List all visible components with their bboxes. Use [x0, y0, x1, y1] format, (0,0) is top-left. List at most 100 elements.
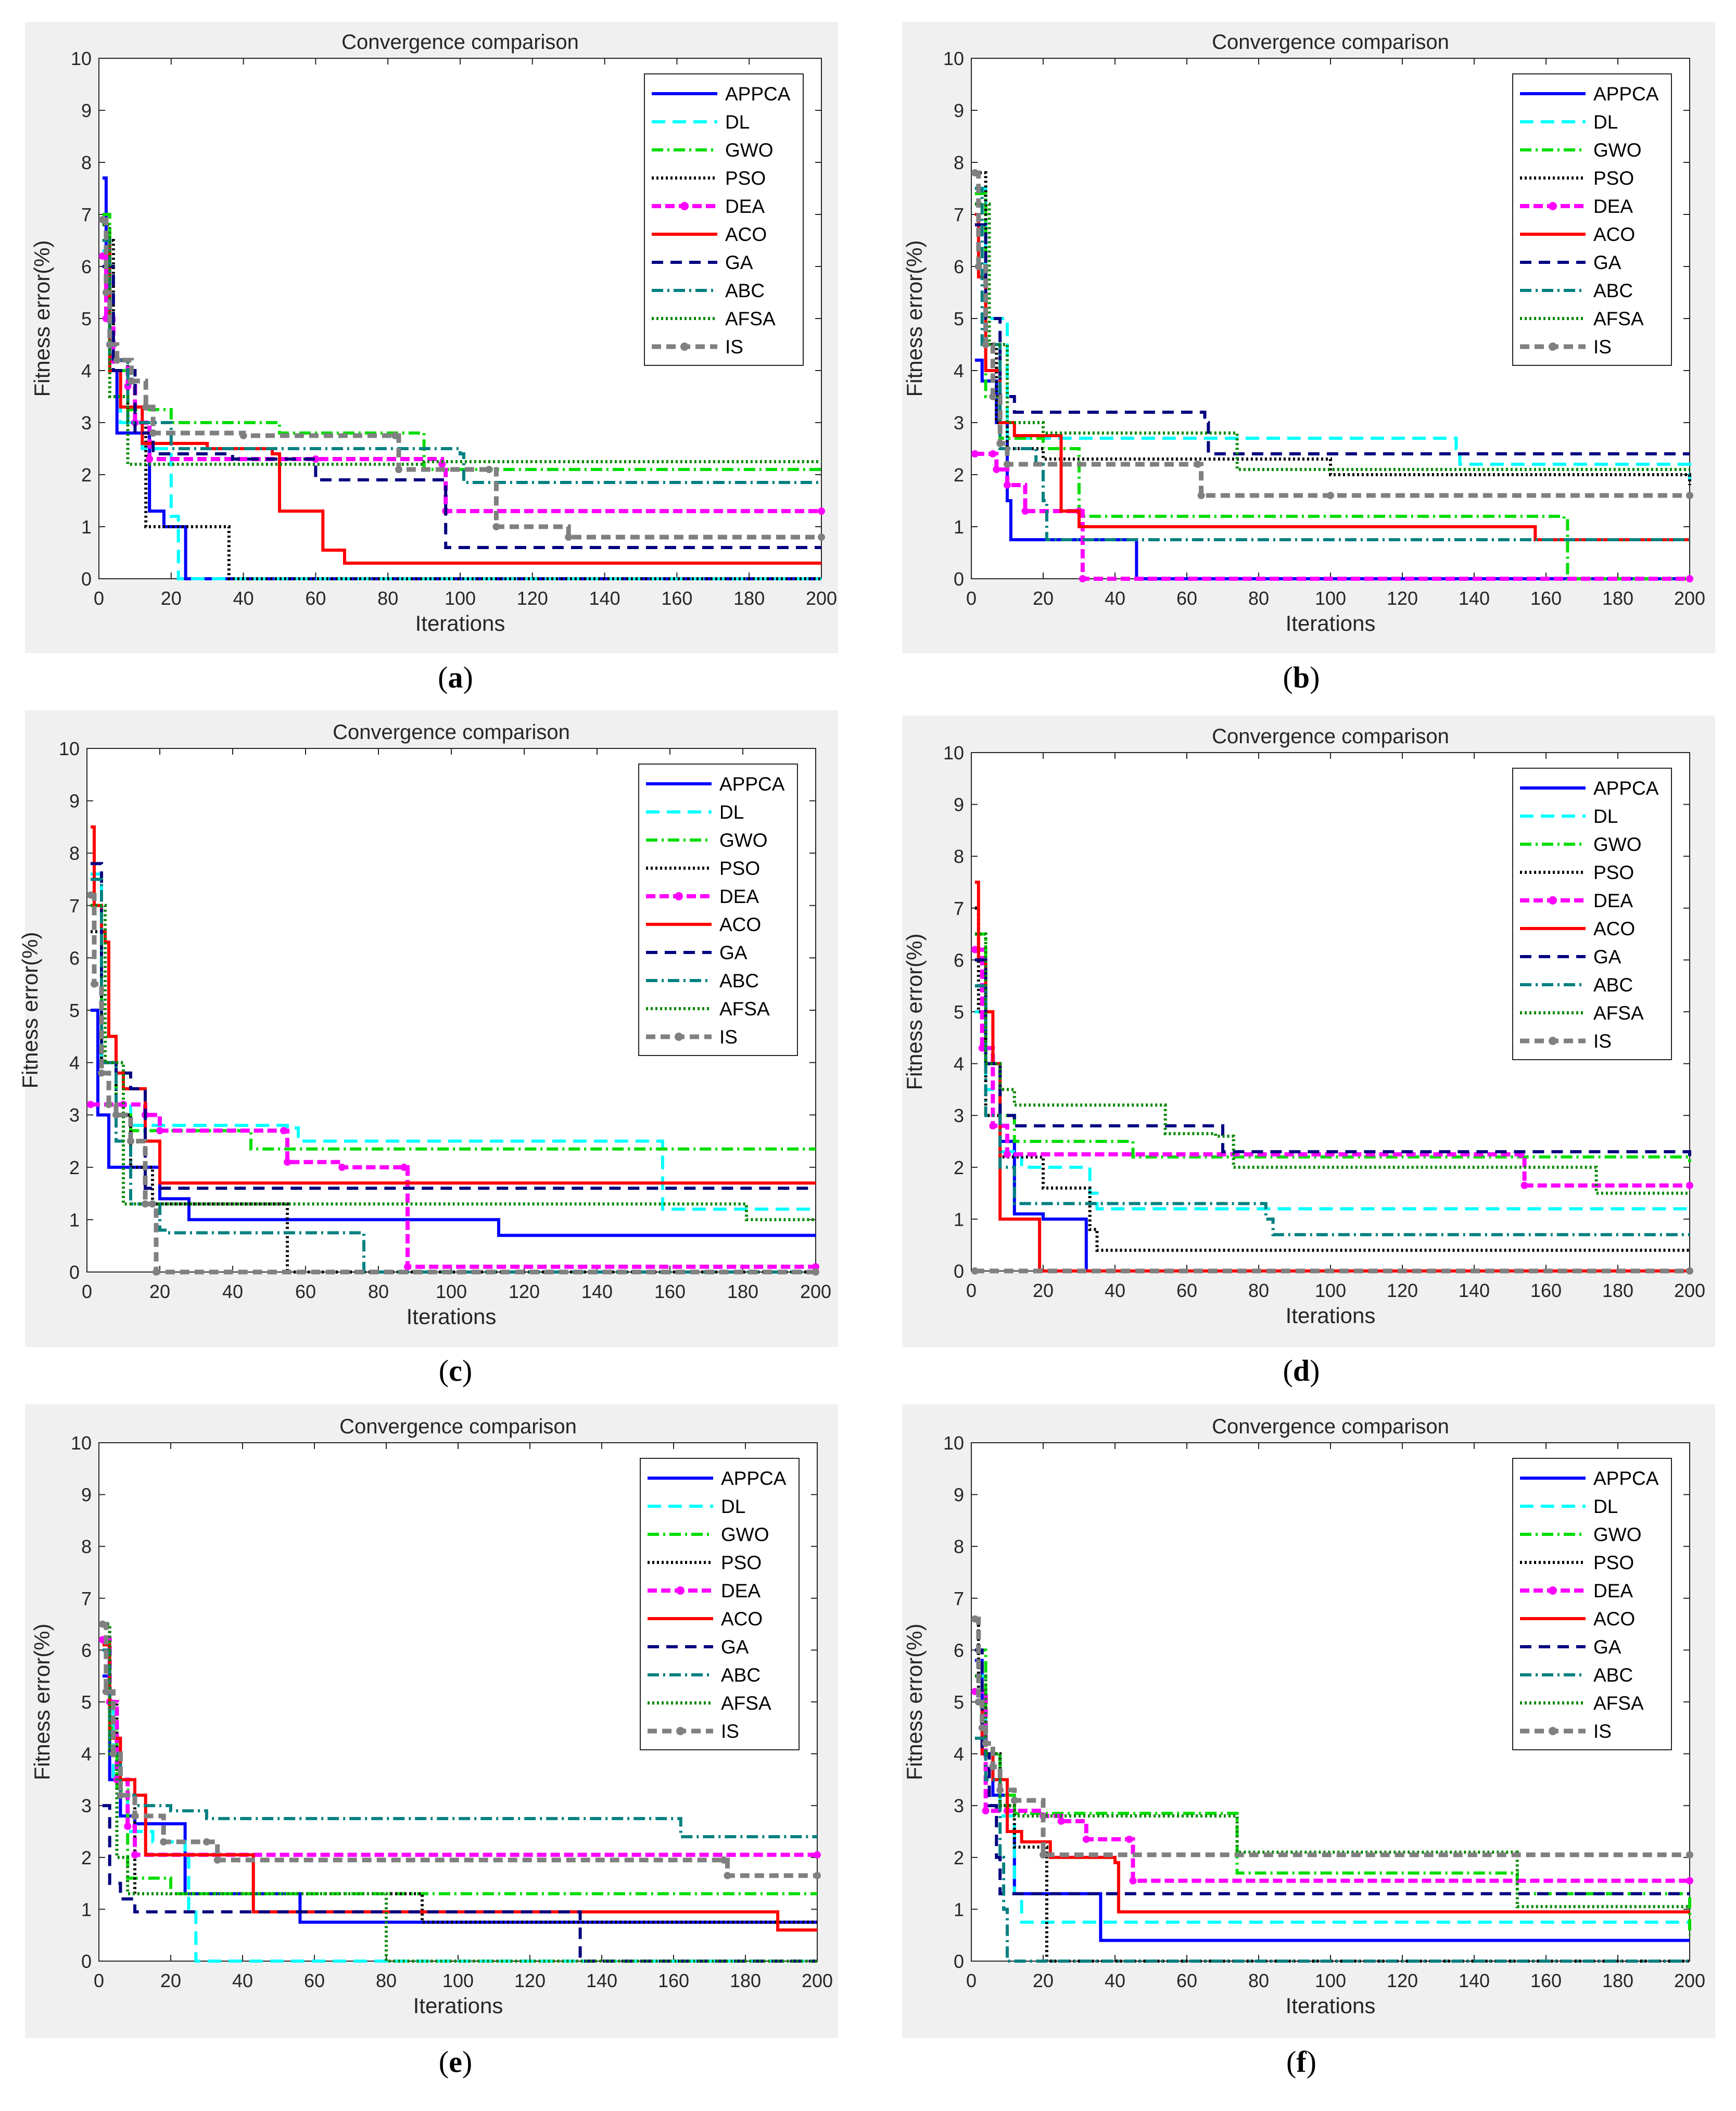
- chart-f-legend-label-ga: GA: [1593, 1636, 1621, 1658]
- chart-e-legend-label-pso: PSO: [721, 1552, 762, 1573]
- chart-c-ylabel: Fitness error(%): [18, 932, 42, 1088]
- caption-b-letter: b: [1293, 660, 1310, 694]
- chart-c-xtick-label: 140: [581, 1281, 613, 1302]
- chart-a-xtick-label: 160: [661, 588, 692, 609]
- chart-a-ytick-label: 3: [81, 412, 92, 434]
- caption-d-letter: d: [1293, 1354, 1310, 1388]
- chart-f-ytick-label: 2: [954, 1847, 964, 1868]
- chart-a-point-dea: [438, 461, 446, 468]
- chart-d-legend-label-appca: APPCA: [1593, 778, 1659, 799]
- chart-d-xlabel: Iterations: [1286, 1303, 1376, 1328]
- chart-b-legend-label-afsa: AFSA: [1593, 308, 1644, 329]
- chart-c-legend-label-pso: PSO: [719, 858, 760, 879]
- chart-e-legend-label-dea: DEA: [721, 1580, 761, 1601]
- chart-b-point-is: [996, 440, 1004, 447]
- chart-e-point-is: [160, 1838, 168, 1846]
- chart-c-ytick-label: 5: [69, 1000, 80, 1021]
- chart-c-legend: APPCA DL GWO PSO DEA ACO GA ABC AFSA IS: [638, 764, 798, 1056]
- chart-b-xtick-label: 20: [1033, 588, 1054, 609]
- chart-d-point-dea: [1686, 1181, 1693, 1189]
- chart-f-xtick-label: 40: [1105, 1970, 1125, 1991]
- chart-a-series-is: [102, 217, 821, 540]
- chart-e-legend-label-dl: DL: [721, 1496, 745, 1517]
- chart-b-ytick-label: 8: [954, 152, 964, 173]
- chart-b-legend-label-dea: DEA: [1593, 196, 1633, 217]
- chart-f-point-dea: [1057, 1817, 1065, 1825]
- chart-e-legend-box: [640, 1458, 800, 1750]
- chart-e-xtick-label: 200: [802, 1970, 833, 1991]
- chart-e-title: Convergence comparison: [339, 1415, 577, 1438]
- chart-e-point-is: [720, 1856, 728, 1864]
- chart-d-legend-marker-dea: [1549, 896, 1557, 905]
- caption-e-letter: e: [449, 2045, 462, 2079]
- caption-a: (a): [403, 660, 508, 695]
- chart-b-point-is: [974, 263, 982, 270]
- chart-b-series-ga: [974, 223, 1690, 455]
- chart-c-ytick-label: 8: [69, 843, 80, 864]
- caption-e: (e): [403, 2044, 508, 2079]
- chart-b-point-dea: [1079, 575, 1086, 582]
- chart-a-legend-label-dea: DEA: [725, 196, 765, 217]
- chart-e-series-ga: [102, 1804, 817, 1963]
- chart-f-ytick-label: 6: [954, 1639, 964, 1661]
- chart-e-point-is: [98, 1620, 106, 1628]
- chart-d-legend-label-pso: PSO: [1593, 862, 1634, 883]
- chart-a-point-is: [395, 466, 403, 473]
- chart-f-legend-marker-is: [1549, 1727, 1557, 1735]
- chart-d-legend-label-dea: DEA: [1593, 890, 1633, 911]
- chart-a-legend-label-appca: APPCA: [725, 83, 791, 105]
- chart-c-legend-marker-is: [675, 1033, 683, 1041]
- chart-c-xtick-label: 80: [368, 1281, 389, 1302]
- chart-f-point-dea: [1082, 1835, 1090, 1843]
- chart-d-ytick-label: 4: [954, 1053, 964, 1075]
- chart-b-legend-label-is: IS: [1593, 336, 1612, 358]
- chart-d-series-pso: [974, 906, 1690, 1252]
- chart-a-xtick-label: 120: [517, 588, 548, 609]
- chart-b-point-is: [1197, 492, 1205, 499]
- chart-a-legend-label-dl: DL: [725, 111, 750, 133]
- chart-a-xtick-label: 140: [589, 588, 620, 609]
- chart-c-xtick-label: 40: [222, 1281, 243, 1302]
- chart-f-ytick-label: 4: [954, 1744, 964, 1765]
- chart-c-series-appca: [91, 1009, 816, 1237]
- caption-c-close: ): [462, 1354, 473, 1388]
- chart-c-xtick-label: 160: [654, 1281, 686, 1302]
- chart-c-point-dea: [87, 1101, 94, 1109]
- chart-d-legend-label-abc: ABC: [1593, 974, 1633, 996]
- chart-e-point-dea: [131, 1851, 138, 1859]
- chart-b-ytick-label: 5: [954, 308, 964, 329]
- chart-d-xtick-label: 120: [1387, 1280, 1418, 1301]
- chart-b-legend-label-aco: ACO: [1593, 224, 1635, 245]
- chart-f-point-is: [971, 1615, 979, 1623]
- chart-b-point-dea: [1021, 507, 1029, 515]
- chart-f-ytick-label: 7: [954, 1588, 964, 1609]
- chart-f-xtick-label: 160: [1530, 1970, 1562, 1991]
- caption-e-close: ): [462, 2045, 473, 2079]
- chart-c-point-is: [105, 1101, 112, 1109]
- chart-d-point-is: [1686, 1267, 1693, 1275]
- chart-b-point-dea: [1004, 481, 1011, 489]
- chart-a-legend-label-gwo: GWO: [725, 139, 773, 161]
- chart-c-series-abc: [91, 878, 816, 1274]
- chart-d-ylabel: Fitness error(%): [902, 933, 927, 1090]
- chart-f-series-abc: [974, 1736, 1690, 1963]
- chart-c-xtick-label: 180: [727, 1281, 758, 1302]
- chart-e-xtick-label: 20: [160, 1970, 181, 1991]
- chart-d-ytick-label: 9: [954, 794, 964, 816]
- caption-c-letter: c: [449, 1354, 462, 1388]
- chart-c-legend-marker-dea: [675, 892, 683, 900]
- chart-f-xtick-label: 120: [1387, 1970, 1418, 1991]
- chart-b-legend-label-abc: ABC: [1593, 280, 1633, 301]
- chart-d-xtick-label: 180: [1602, 1280, 1633, 1301]
- caption-e-open: (: [438, 2045, 449, 2079]
- chart-e-ytick-label: 6: [81, 1639, 92, 1661]
- chart-a-point-is: [485, 466, 493, 473]
- chart-a-point-is: [492, 523, 500, 530]
- chart-a-legend-label-ga: GA: [725, 252, 753, 273]
- chart-b-legend-label-pso: PSO: [1593, 168, 1634, 189]
- chart-c-ytick-label: 3: [69, 1104, 80, 1126]
- chart-b-ytick-label: 2: [954, 464, 964, 486]
